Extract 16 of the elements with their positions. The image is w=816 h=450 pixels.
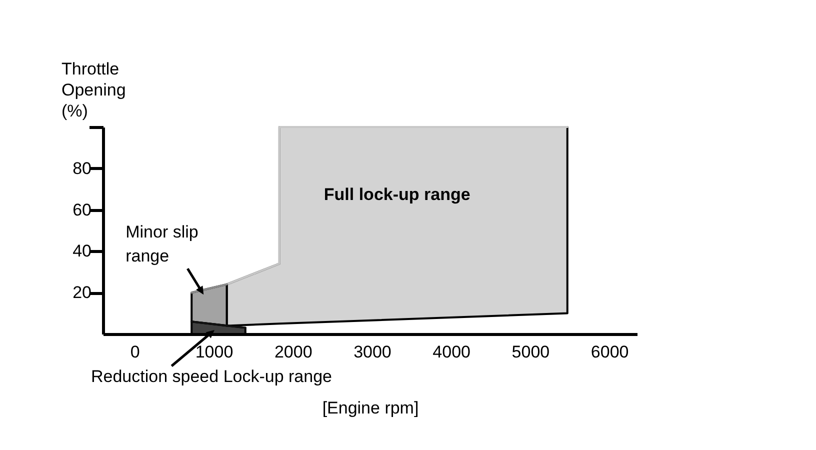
y-axis-title: Throttle Opening (%): [62, 60, 126, 120]
x-tick-label: 4000: [432, 342, 471, 362]
text: Reduction speed Lock-up range: [91, 367, 332, 386]
x-tick-label: 6000: [590, 342, 629, 362]
x-tick-label: 3000: [354, 342, 392, 362]
x-axis-title: [Engine rpm]: [322, 398, 419, 418]
x-tick-label: 5000: [512, 342, 550, 362]
annotation: Minor slip range: [126, 222, 198, 266]
annotation: Full lock-up range: [324, 185, 470, 204]
y-tick-label: 80: [72, 158, 92, 178]
y-tick-label: 20: [72, 283, 92, 302]
x-tick-label: 2000: [274, 342, 312, 362]
x-tick-label: 1000: [195, 342, 234, 362]
y-tick-label: 40: [72, 242, 92, 261]
x-tick-label: 0: [130, 342, 140, 362]
y-tick-label: 60: [72, 200, 92, 220]
